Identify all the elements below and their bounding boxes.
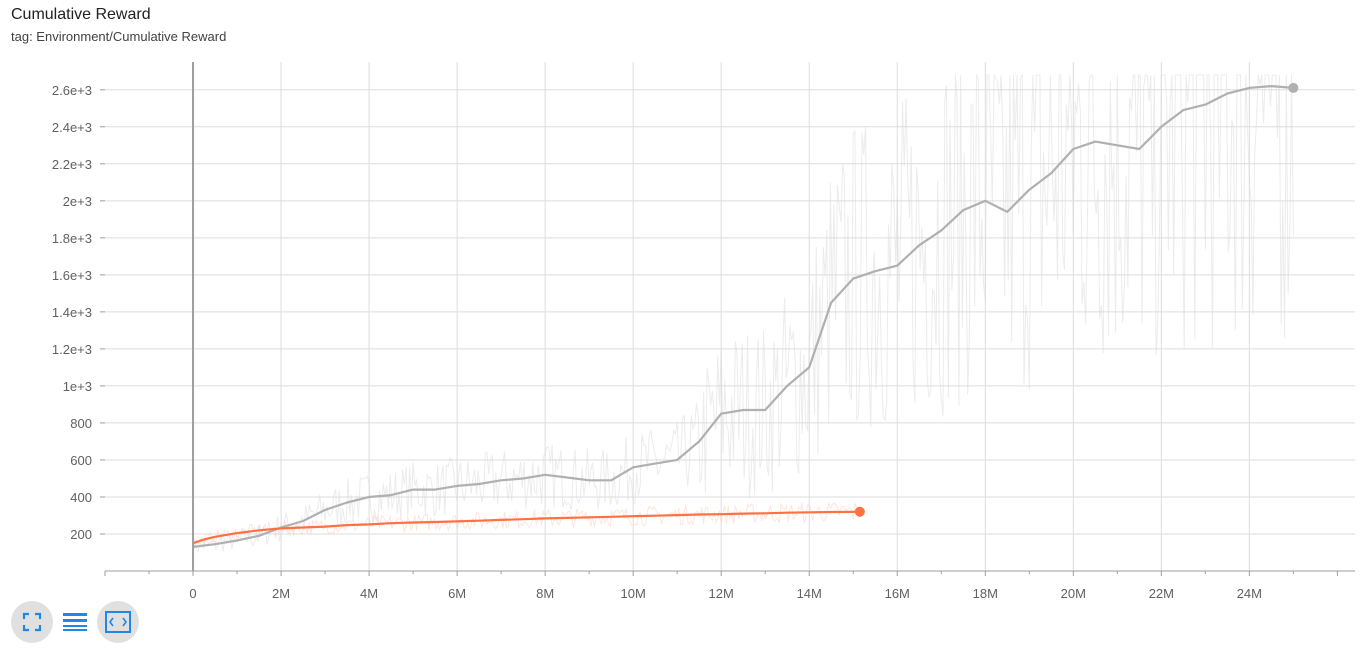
y-tick-labels: 200 400 600 800 1e+3 1.2e+3 1.4e+3 1.6e+3 1.8e+3…: [52, 83, 92, 542]
chart-title: Cumulative Reward: [11, 6, 151, 23]
fullscreen-button[interactable]: [11, 601, 53, 643]
y-tick-label: 1.6e+3: [52, 268, 92, 283]
y-tick-label: 600: [70, 453, 92, 468]
x-tick-label: 16M: [885, 586, 910, 600]
y-tick-label: 800: [70, 416, 92, 431]
data-table-button[interactable]: [54, 601, 96, 643]
data-table-icon: [63, 613, 87, 631]
y-tick-label: 2.6e+3: [52, 83, 92, 98]
fullscreen-icon: [22, 612, 42, 632]
x-tick-label: 14M: [797, 586, 822, 600]
x-tick-label: 24M: [1237, 586, 1262, 600]
raw-series-line: [192, 502, 859, 548]
chart-tag: tag: Environment/Cumulative Reward: [11, 29, 227, 44]
x-tick-label: 0: [189, 586, 196, 600]
chart-toolbar: [11, 601, 140, 643]
y-tick-label: 2.2e+3: [52, 157, 92, 172]
x-tick-label: 6M: [448, 586, 466, 600]
axes: [100, 62, 1355, 576]
y-tick-label: 1.2e+3: [52, 342, 92, 357]
x-tick-label: 20M: [1061, 586, 1086, 600]
fit-domain-button[interactable]: [97, 601, 139, 643]
y-tick-label: 2.4e+3: [52, 120, 92, 135]
x-tick-label: 4M: [360, 586, 378, 600]
x-tick-label: 8M: [536, 586, 554, 600]
series-line: [192, 510, 860, 545]
series-line: [192, 84, 1294, 548]
x-tick-label: 12M: [709, 586, 734, 600]
grid-lines: [105, 62, 1355, 571]
y-tick-label: 1.4e+3: [52, 305, 92, 320]
y-tick-label: 200: [70, 527, 92, 542]
x-tick-label: 2M: [272, 586, 290, 600]
x-tick-label: 10M: [621, 586, 646, 600]
y-tick-label: 400: [70, 490, 92, 505]
y-tick-label: 1e+3: [63, 379, 92, 394]
line-chart: 200 400 600 800 1e+3 1.2e+3 1.4e+3 1.6e+3 1.8e+3…: [52, 62, 1355, 600]
fit-domain-icon: [105, 611, 131, 633]
y-tick-label: 1.8e+3: [52, 231, 92, 246]
x-tick-label: 18M: [973, 586, 998, 600]
smoothed-series-lines: [192, 82, 1299, 548]
series-end-point[interactable]: [1288, 82, 1299, 93]
x-tick-label: 22M: [1149, 586, 1174, 600]
series-end-point[interactable]: [854, 506, 865, 517]
y-tick-label: 2e+3: [63, 194, 92, 209]
x-tick-labels: 0 2M 4M 6M 8M 10M 12M 14M 16M 18M 20M 22M 24M: [189, 586, 1262, 600]
